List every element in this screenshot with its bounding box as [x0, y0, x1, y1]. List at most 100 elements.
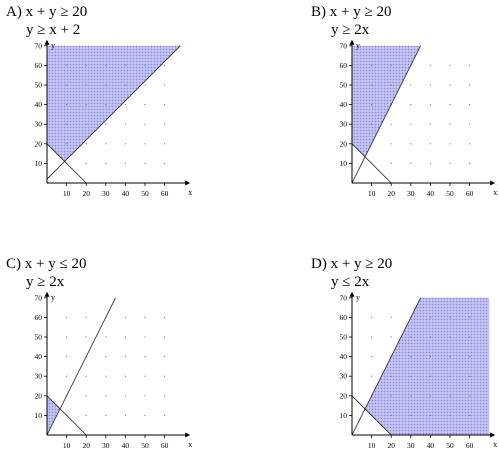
- inequality-1: x + y ≥ 20: [330, 256, 393, 272]
- grid-dot: [105, 84, 107, 86]
- x-tick-label: 60: [466, 189, 474, 198]
- y-tick-label: 70: [35, 293, 43, 302]
- grid-dot: [429, 162, 431, 164]
- grid-dot: [66, 84, 68, 86]
- grid-dot: [449, 336, 451, 338]
- inequality-2: y ≥ x + 2: [26, 22, 81, 38]
- x-axis-arrow-icon: [185, 432, 191, 438]
- grid-dot: [85, 123, 87, 125]
- grid-dot: [124, 64, 126, 66]
- y-tick-label: 60: [35, 313, 43, 322]
- y-tick-label: 70: [340, 293, 348, 302]
- grid-dot: [66, 104, 68, 106]
- grid-dot: [429, 395, 431, 397]
- grid-dot: [164, 336, 166, 338]
- grid-dot: [66, 64, 68, 66]
- grid-dot: [66, 123, 68, 125]
- y-axis-arrow-icon: [44, 291, 50, 297]
- y-tick-label: 30: [35, 372, 43, 381]
- grid-dot: [469, 316, 471, 318]
- y-tick-label: 60: [340, 313, 348, 322]
- grid-dot: [164, 356, 166, 358]
- grid-dot: [164, 123, 166, 125]
- y-axis-arrow-icon: [349, 39, 355, 45]
- y-tick-label: 60: [340, 61, 348, 70]
- grid-dot: [105, 356, 107, 358]
- grid-dot: [85, 64, 87, 66]
- y-tick-label: 10: [35, 411, 43, 420]
- y-tick-label: 20: [35, 391, 43, 400]
- grid-dot: [449, 162, 451, 164]
- inequality-plot: 10 20 30 40 50 60 10 20 30 40 50 60 70 x y: [340, 39, 497, 198]
- grid-dot: [164, 64, 166, 66]
- grid-dot: [144, 395, 146, 397]
- grid-dot: [164, 84, 166, 86]
- inequality-plot: 10 20 30 40 50 60 10 20 30 40 50 60 70 x y: [35, 291, 192, 450]
- grid-dot: [429, 64, 431, 66]
- grid-dot: [390, 64, 392, 66]
- x-axis-arrow-icon: [185, 180, 191, 186]
- grid-dot: [164, 104, 166, 106]
- y-tick-label: 60: [35, 61, 43, 70]
- grid-dot: [449, 414, 451, 416]
- grid-dot: [390, 414, 392, 416]
- grid-dot: [390, 375, 392, 377]
- grid-dot: [469, 414, 471, 416]
- grid-dot: [105, 123, 107, 125]
- x-tick-label: 50: [141, 441, 149, 450]
- grid-dot: [410, 123, 412, 125]
- grid-dot: [66, 143, 68, 145]
- grid-dot: [390, 84, 392, 86]
- grid-dot: [124, 336, 126, 338]
- grid-dot: [469, 375, 471, 377]
- grid-dot: [371, 336, 373, 338]
- grid-dot: [164, 316, 166, 318]
- grid-dot: [410, 143, 412, 145]
- x-axis-label: x: [188, 188, 192, 197]
- boundary-line: [351, 45, 421, 184]
- grid-dot: [144, 336, 146, 338]
- grid-dot: [410, 414, 412, 416]
- y-tick-label: 30: [340, 120, 348, 129]
- grid-dot: [390, 162, 392, 164]
- y-tick-label: 20: [35, 139, 43, 148]
- grid-dot: [429, 316, 431, 318]
- x-tick-label: 30: [407, 189, 415, 198]
- x-tick-label: 50: [446, 441, 454, 450]
- grid-dot: [85, 395, 87, 397]
- x-tick-label: 50: [446, 189, 454, 198]
- grid-dot: [410, 336, 412, 338]
- grid-dot: [429, 336, 431, 338]
- grid-dot: [449, 84, 451, 86]
- grid-dot: [124, 395, 126, 397]
- option-letter: C): [6, 256, 21, 272]
- grid-dot: [410, 356, 412, 358]
- inequality-2: y ≥ 2x: [331, 22, 370, 38]
- grid-dot: [371, 104, 373, 106]
- grid-dot: [429, 143, 431, 145]
- grid-dot: [469, 104, 471, 106]
- x-tick-label: 20: [82, 441, 90, 450]
- feasible-region: [47, 395, 61, 435]
- feasible-region: [352, 45, 421, 157]
- x-tick-label: 20: [387, 189, 395, 198]
- x-tick-label: 40: [122, 441, 130, 450]
- grid-dot: [469, 84, 471, 86]
- x-tick-label: 60: [466, 441, 474, 450]
- grid-dot: [144, 356, 146, 358]
- grid-dot: [449, 395, 451, 397]
- grid-dot: [66, 375, 68, 377]
- option-letter: B): [311, 4, 326, 20]
- grid-dot: [85, 84, 87, 86]
- y-tick-label: 10: [340, 411, 348, 420]
- grid-dot: [124, 84, 126, 86]
- grid-dot: [449, 375, 451, 377]
- grid-dot: [410, 84, 412, 86]
- grid-dot: [144, 162, 146, 164]
- option-letter: A): [6, 4, 22, 20]
- grid-dot: [429, 104, 431, 106]
- y-axis-label: y: [356, 41, 360, 50]
- grid-dot: [105, 336, 107, 338]
- boundary-line: [351, 143, 392, 184]
- grid-dot: [124, 123, 126, 125]
